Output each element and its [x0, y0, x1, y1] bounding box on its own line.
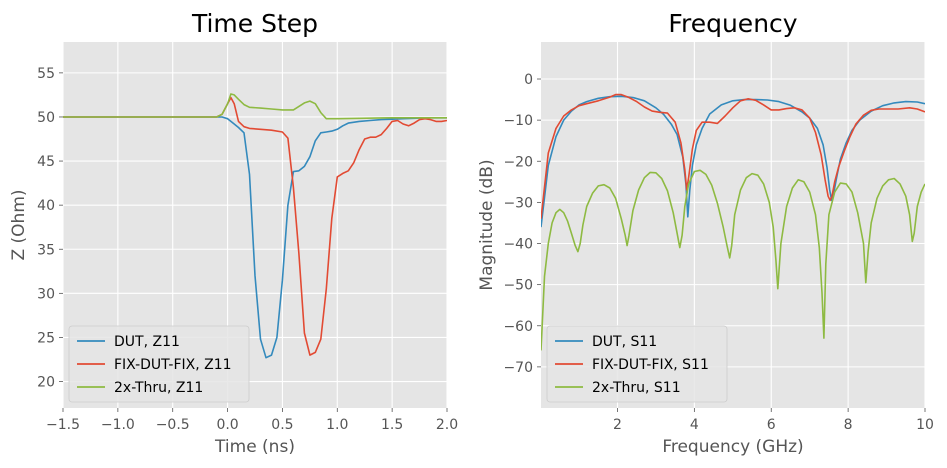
x-tick-label: 1.5: [381, 417, 403, 433]
legend-label: DUT, Z11: [114, 334, 180, 350]
x-tick-label: −1.0: [101, 417, 135, 433]
legend-label: 2x-Thru, S11: [592, 380, 681, 396]
y-tick-label: −10: [503, 113, 533, 129]
y-tick-label: −30: [503, 195, 533, 211]
series-line-1: [63, 96, 447, 356]
x-tick-label: 10: [916, 417, 934, 433]
y-tick-label: −40: [503, 237, 533, 253]
y-tick-label: 40: [37, 198, 55, 214]
series-line-1: [541, 93, 925, 219]
chart-panel-1: 2 4 6 8 10 −70 −60 −50 −40 −30 −20 −10 0 Frequency Fre…: [477, 9, 934, 457]
y-tick-label: −50: [503, 278, 533, 294]
legend: DUT, Z11 FIX-DUT-FIX, Z11 2x-Thru, Z11: [68, 325, 250, 403]
x-tick-label: −1.5: [46, 417, 80, 433]
y-tick-label: 35: [37, 242, 55, 258]
legend-label: FIX-DUT-FIX, S11: [592, 357, 709, 373]
y-tick-label: 30: [37, 286, 55, 302]
y-tick-label: 25: [37, 330, 55, 346]
legend-box: [68, 325, 250, 403]
x-tick-label: −0.5: [156, 417, 190, 433]
y-tick-label: 50: [37, 110, 55, 126]
y-tick-label: −70: [503, 360, 533, 376]
x-tick-label: 8: [844, 417, 853, 433]
x-tick-label: 2.0: [436, 417, 458, 433]
x-tick-label: 0.0: [216, 417, 238, 433]
y-tick-label: −60: [503, 319, 533, 335]
x-tick-label: 1.0: [326, 417, 348, 433]
x-tick-label: 2: [613, 417, 622, 433]
x-tick-label: 4: [690, 417, 699, 433]
y-axis-label: Magnitude (dB): [477, 159, 497, 290]
legend-box: [546, 325, 728, 403]
y-axis-label: Z (Ohm): [9, 189, 29, 260]
x-axis-label: Frequency (GHz): [662, 437, 803, 457]
series-line-0: [63, 116, 447, 359]
x-tick-label: 0.5: [271, 417, 293, 433]
legend: DUT, S11 FIX-DUT-FIX, S11 2x-Thru, S11: [546, 325, 728, 403]
series-line-2: [541, 169, 925, 351]
legend-label: 2x-Thru, Z11: [114, 380, 203, 396]
series-line-2: [63, 93, 447, 120]
y-tick-label: 45: [37, 154, 55, 170]
x-tick-label: 6: [767, 417, 776, 433]
y-tick-label: 20: [37, 375, 55, 391]
y-tick-label: 0: [524, 72, 533, 88]
chart-title: Frequency: [668, 9, 797, 38]
legend-label: FIX-DUT-FIX, Z11: [114, 357, 232, 373]
x-axis-label: Time (ns): [214, 437, 295, 457]
y-tick-label: 55: [37, 66, 55, 82]
legend-label: DUT, S11: [592, 334, 657, 350]
chart-title: Time Step: [191, 9, 318, 38]
chart-panel-0: −1.5 −1.0 −0.5 0.0 0.5 1.0 1.5 2.0 20 25 30 35 40 45 5…: [9, 9, 458, 457]
y-tick-label: −20: [503, 154, 533, 170]
